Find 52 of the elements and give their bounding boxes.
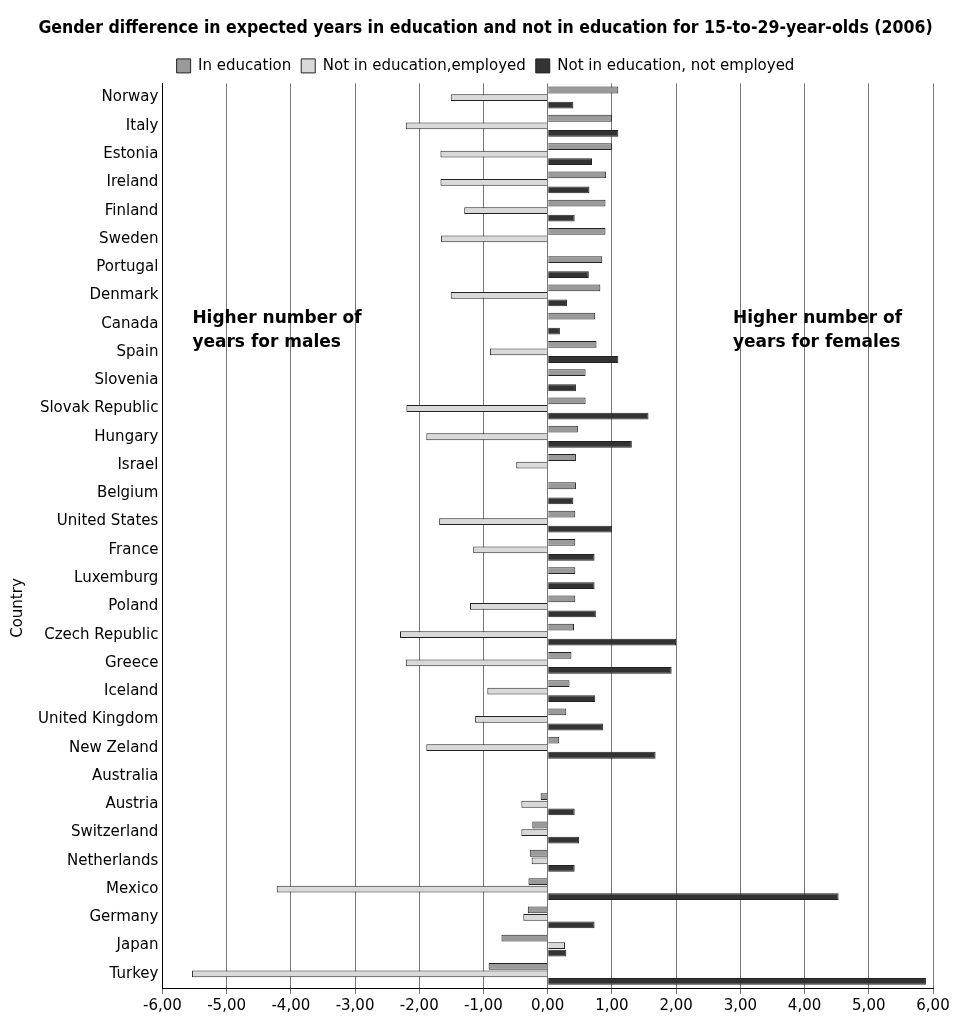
x-tick-label: -3,00	[335, 995, 375, 1014]
y-tick-label: Ireland	[106, 172, 159, 191]
y-tick-label: Slovak Republic	[39, 398, 159, 417]
x-tick-label: 5,00	[852, 995, 886, 1014]
y-tick-label: Mexico	[106, 878, 159, 897]
x-tick-label: -4,00	[271, 995, 311, 1014]
x-tick-label: -6,00	[142, 995, 182, 1014]
x-tick-label: 4,00	[787, 995, 822, 1014]
y-tick-label: Iceland	[104, 681, 159, 700]
y-tick-label: Sweden	[99, 228, 159, 247]
legend-label: Not in education,employed	[322, 55, 526, 74]
chart-title: Gender difference in expected years in education and not in education for 15-to-29-year-olds (2006)	[38, 17, 933, 37]
y-tick-label: Austria	[105, 794, 159, 813]
y-tick-label: Estonia	[103, 143, 159, 162]
y-tick-label: Luxemburg	[74, 567, 159, 586]
y-tick-label: France	[108, 539, 159, 558]
x-tick-label: 0,00	[530, 995, 565, 1014]
y-tick-label: Slovenia	[94, 370, 159, 389]
y-tick-label: Greece	[104, 652, 159, 671]
y-tick-label: Germany	[89, 907, 159, 926]
y-tick-label: United States	[56, 511, 159, 530]
y-tick-label: Spain	[116, 341, 159, 360]
y-axis-title: Country	[8, 577, 26, 640]
y-tick-label: Denmark	[89, 285, 159, 304]
x-tick-label: -1,00	[464, 995, 503, 1014]
y-tick-label: Netherlands	[66, 850, 159, 869]
legend-label: In education	[198, 55, 292, 74]
y-tick-label: Poland	[108, 596, 159, 615]
y-tick-label: Norway	[101, 87, 159, 106]
y-tick-label: Belgium	[96, 483, 159, 502]
x-tick-label: 6,00	[916, 995, 950, 1014]
y-tick-label: Italy	[125, 115, 159, 134]
x-tick-label: 2,00	[659, 995, 693, 1014]
y-tick-label: United Kingdom	[37, 709, 159, 728]
y-tick-label: Hungary	[94, 426, 159, 445]
x-tick-label: 3,00	[723, 995, 758, 1014]
y-tick-label: Finland	[104, 200, 159, 219]
y-tick-label: Israel	[117, 454, 159, 473]
legend-label: Not in education, not employed	[557, 55, 795, 74]
y-tick-label: New Zeland	[69, 737, 159, 756]
y-tick-label: Australia	[92, 765, 159, 784]
y-tick-label: Japan	[115, 935, 159, 954]
y-tick-label: Switzerland	[70, 822, 159, 841]
x-tick-label: 1,00	[595, 995, 629, 1014]
y-tick-label: Czech Republic	[44, 624, 159, 643]
y-tick-label: Canada	[101, 313, 159, 332]
x-tick-label: -2,00	[399, 995, 439, 1014]
y-tick-label: Portugal	[96, 257, 159, 276]
y-tick-label: Turkey	[108, 963, 159, 982]
x-tick-label: -5,00	[207, 995, 247, 1014]
annotation: Higher number of years for males	[192, 306, 363, 351]
annotation: Higher number of years for females	[733, 306, 903, 351]
